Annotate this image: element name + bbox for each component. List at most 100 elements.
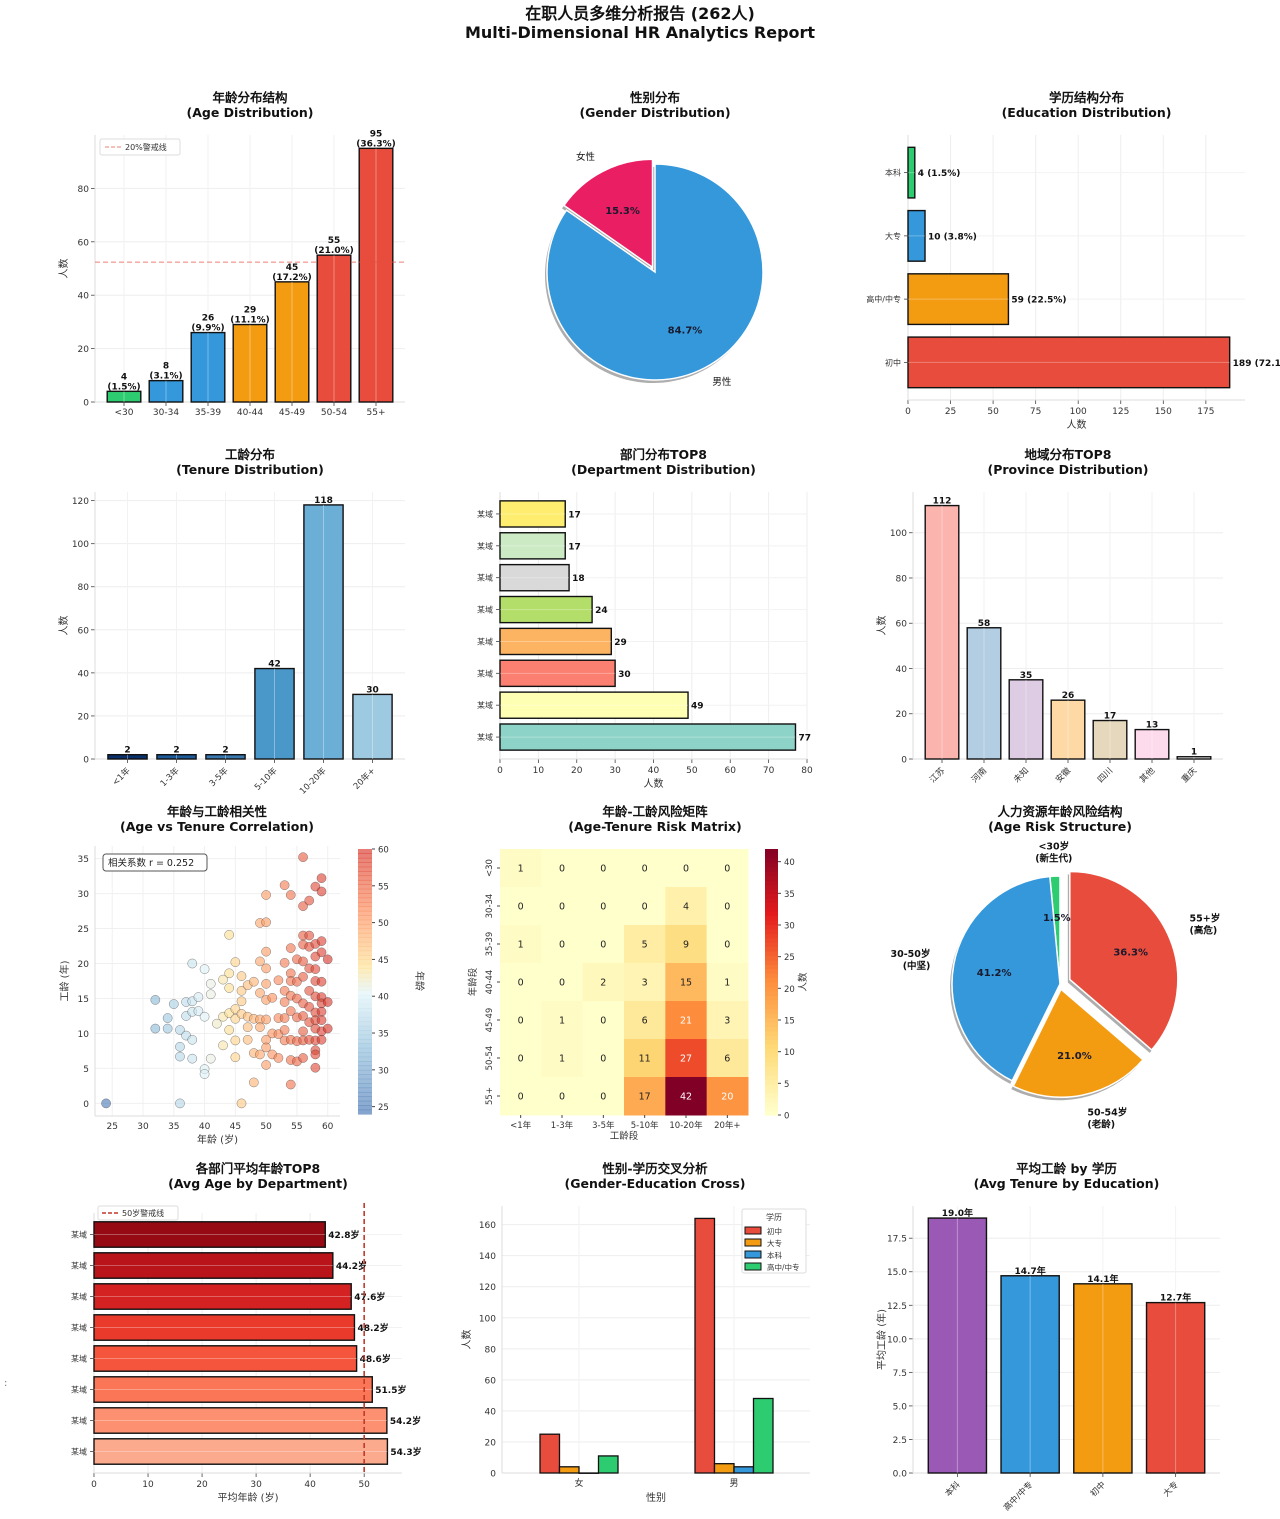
y-tick-label: 100	[72, 540, 89, 550]
heatmap-cell-value: 0	[642, 902, 648, 913]
chart-svg: 平均工龄 by 学历(Avg Tenure by Education) 0.0 2.…	[875, 1161, 1220, 1513]
data-label-line: 118	[314, 496, 333, 506]
x-tick-label: 0	[497, 766, 503, 776]
colorbar-segment	[358, 1074, 372, 1080]
heatmap-cell-value: 0	[559, 902, 565, 913]
bar	[499, 723, 797, 751]
heatmap-cell	[624, 1077, 666, 1116]
chart-title: 学历结构分布	[1049, 90, 1125, 105]
colorbar-segment	[765, 866, 778, 872]
colorbar-tick-label: 30	[378, 1066, 389, 1076]
y-tick-label: 100	[479, 1314, 496, 1324]
data-label-line: (1.5%)	[107, 382, 140, 392]
heatmap-cell-value: 0	[600, 902, 606, 913]
y-tick-label: 80	[78, 583, 90, 593]
scatter-point	[248, 976, 259, 987]
legend-box	[99, 138, 181, 156]
bar	[597, 1455, 619, 1474]
y-tick-label: 20	[896, 710, 908, 720]
chart-subtitle: (Age vs Tenure Correlation)	[120, 819, 314, 834]
y-tick-label: 某域	[71, 1416, 87, 1426]
heatmap-cell-value: 5	[642, 940, 648, 951]
heatmap-cell-value: 17	[639, 1092, 651, 1103]
x-tick-label: 50	[686, 766, 698, 776]
colorbar-segment	[765, 933, 778, 939]
colorbar-segment	[358, 1091, 372, 1097]
bar	[358, 147, 394, 403]
colorbar-segment	[765, 982, 778, 988]
scatter-point	[224, 929, 235, 940]
y-tick-label: 某域	[71, 1292, 87, 1302]
colorbar-segment	[358, 1069, 372, 1075]
colorbar-tick-label: 25	[378, 1103, 389, 1113]
bar	[93, 1314, 356, 1341]
chart-svg: 工龄分布(Tenure Distribution) 0 20 40 60 80 100 120…	[57, 447, 405, 797]
chart-title: 各部门平均年龄TOP8	[195, 1161, 321, 1176]
bar	[316, 254, 352, 403]
heatmap-cell-value: 0	[559, 940, 565, 951]
heatmap-cell	[500, 1039, 542, 1078]
colorbar-segment	[358, 946, 372, 952]
y-tick-label: 17.5	[887, 1235, 907, 1245]
data-label-line: 13	[1146, 721, 1159, 731]
scatter-point	[322, 954, 333, 965]
data-label: 17	[568, 510, 581, 520]
colorbar-segment	[765, 946, 778, 952]
colorbar-tick-label: 45	[378, 956, 389, 966]
heatmap-cell-value: 0	[724, 940, 730, 951]
heatmap-cell	[624, 1001, 666, 1040]
x-tick-label: 150	[1155, 407, 1172, 417]
colorbar-segment	[358, 977, 372, 983]
colorbar-segment	[765, 893, 778, 899]
colorbar-segment	[765, 1021, 778, 1027]
heatmap-cell-value: 9	[683, 940, 689, 951]
colorbar-tick-label: 15	[784, 1017, 795, 1027]
x-tick-label: 大专	[1161, 1479, 1181, 1499]
scatter-point	[218, 974, 228, 985]
data-label: 4 (1.5%)	[918, 169, 961, 179]
heatmap-cell-value: 0	[559, 978, 565, 989]
scatter-point	[298, 1053, 308, 1063]
slice-label-line: 30-50岁	[891, 948, 931, 960]
y-tick-label: 40	[78, 292, 90, 302]
data-label: 112	[933, 497, 952, 507]
scatter-point	[224, 968, 235, 979]
x-tick-label: 30-34	[153, 408, 179, 418]
x-tick-label: 10	[533, 766, 545, 776]
y-tick-label: 本科	[885, 168, 901, 178]
scatter-point	[242, 1034, 253, 1045]
scatter-point	[285, 1079, 296, 1090]
legend-label: 20%警戒线	[125, 142, 167, 152]
y-tick-label: 某域	[71, 1230, 87, 1240]
colorbar-segment	[358, 1008, 372, 1014]
heatmap-cell-value: 1	[724, 978, 730, 989]
colorbar-segment	[765, 1004, 778, 1010]
colorbar-segment	[765, 1088, 778, 1094]
avg-tenure-by-education-chart: 平均工龄 by 学历 (Avg Tenure by Education) 0.0 2.…	[855, 1151, 1275, 1513]
data-label: 49	[691, 702, 704, 712]
colorbar-segment	[765, 1052, 778, 1058]
legend-label: 初中	[767, 1226, 782, 1236]
bar	[966, 627, 1002, 760]
scatter-point	[175, 1041, 185, 1052]
province-distribution-chart: 地域分布TOP8 (Province Distribution) 0 20 40 60 80…	[855, 437, 1275, 797]
scatter-point	[248, 1077, 259, 1088]
data-label-line: (3.1%)	[149, 372, 182, 382]
colorbar-segment	[765, 906, 778, 912]
data-label: 13	[1146, 721, 1159, 731]
heatmap-cell	[665, 1077, 708, 1116]
data-label: 26	[1062, 691, 1075, 701]
scatter-point	[267, 992, 278, 1003]
chart-title: 年龄与工龄相关性	[167, 804, 268, 819]
scatter-point	[261, 1060, 271, 1070]
y-tick-label: 60	[485, 1376, 497, 1386]
heatmap-cell	[624, 1039, 666, 1078]
bar	[927, 1217, 988, 1474]
chart-subtitle: (Avg Age by Department)	[168, 1176, 348, 1191]
x-tick-label: 河南	[969, 765, 989, 785]
colorbar-segment	[358, 981, 372, 987]
x-tick-label: <1年	[510, 1120, 532, 1131]
colorbar-segment	[765, 849, 778, 855]
colorbar-segment	[358, 999, 372, 1005]
colorbar-segment	[765, 857, 778, 863]
